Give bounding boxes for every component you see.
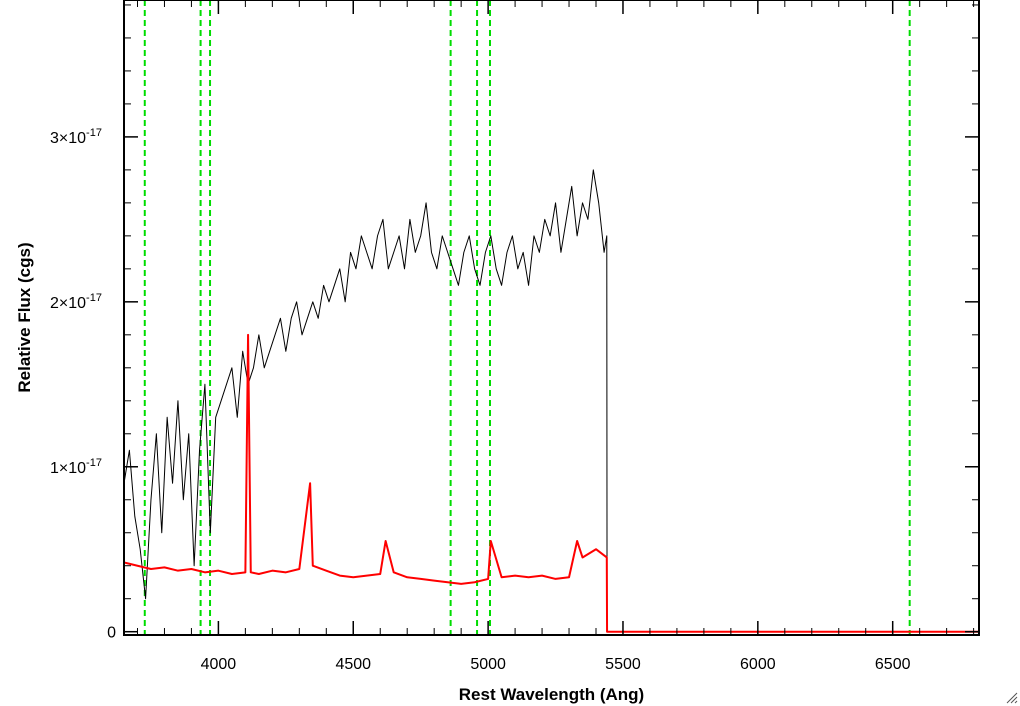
line-markers bbox=[143, 0, 911, 635]
x-tick-label: 4500 bbox=[335, 656, 371, 673]
x-axis-ticks: 4000 4500 5000 5500 6000 6500 bbox=[136, 0, 975, 673]
spectrum-series-1 bbox=[123, 333, 979, 633]
x-tick-label: 6500 bbox=[875, 656, 911, 673]
x-tick-label: 5000 bbox=[470, 656, 506, 673]
x-axis-title: Rest Wavelength (Ang) bbox=[459, 685, 644, 704]
y-tick-label: 0 bbox=[107, 625, 116, 642]
y-axis-ticks: 0 1×10-17 2×10-17 3×10-17 bbox=[50, 4, 979, 642]
plot-frame bbox=[123, 0, 980, 636]
y-tick-label: 3×10-17 bbox=[50, 127, 102, 147]
y-tick-label: 1×10-17 bbox=[50, 457, 102, 477]
x-tick-label: 6000 bbox=[740, 656, 776, 673]
resize-grip-icon[interactable] bbox=[1004, 690, 1018, 704]
x-tick-label: 5500 bbox=[605, 656, 641, 673]
y-tick-label: 2×10-17 bbox=[50, 292, 102, 312]
y-axis-title: Relative Flux (cgs) bbox=[15, 242, 34, 392]
spectrum-series-0 bbox=[123, 169, 979, 633]
x-tick-label: 4000 bbox=[201, 656, 237, 673]
spectrum-series bbox=[123, 169, 979, 633]
